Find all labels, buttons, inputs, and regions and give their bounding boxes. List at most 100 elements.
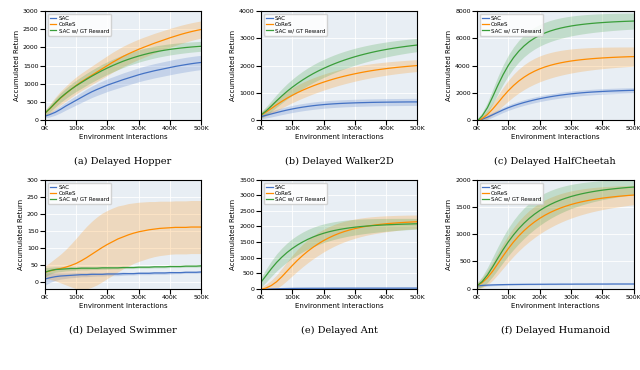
SAC w/ GT Reward (268, 266, 275, 271)
SAC (473, 284, 481, 288)
SAC (46, 112, 54, 117)
SAC (598, 89, 606, 94)
SAC (289, 286, 296, 290)
CoReS (150, 227, 158, 231)
CoReS (473, 284, 481, 288)
SAC w/ GT Reward (135, 54, 143, 58)
SAC (104, 83, 111, 87)
CoReS (562, 60, 570, 64)
SAC w/ GT Reward (499, 73, 507, 77)
SAC (372, 100, 380, 105)
X-axis label: Environment Interactions: Environment Interactions (79, 134, 168, 140)
SAC (51, 110, 59, 115)
CoReS (140, 229, 148, 233)
SAC (609, 282, 616, 286)
CoReS (598, 56, 606, 60)
SAC (372, 286, 380, 290)
SAC (567, 92, 575, 96)
SAC (56, 107, 64, 112)
CoReS (83, 76, 90, 81)
SAC w/ GT Reward (583, 22, 591, 26)
SAC w/ GT Reward (124, 265, 132, 270)
SAC w/ GT Reward (557, 198, 564, 202)
SAC w/ GT Reward (172, 264, 179, 269)
CoReS (145, 228, 153, 232)
SAC w/ GT Reward (372, 49, 380, 54)
SAC (320, 102, 328, 107)
SAC w/ GT Reward (273, 99, 280, 103)
SAC (625, 282, 632, 286)
SAC w/ GT Reward (109, 266, 116, 270)
SAC w/ GT Reward (156, 265, 163, 269)
SAC w/ GT Reward (382, 223, 390, 227)
SAC (494, 110, 502, 115)
SAC (620, 282, 627, 286)
SAC (262, 287, 270, 292)
CoReS (547, 210, 554, 215)
SAC (72, 98, 80, 102)
SAC (577, 282, 585, 286)
SAC w/ GT Reward (494, 256, 502, 260)
SAC (156, 271, 163, 275)
SAC w/ GT Reward (620, 186, 627, 190)
CoReS (525, 224, 533, 228)
SAC w/ GT Reward (299, 78, 307, 82)
CoReS (478, 116, 486, 121)
X-axis label: Environment Interactions: Environment Interactions (511, 134, 600, 140)
CoReS (330, 233, 338, 238)
SAC (150, 68, 158, 73)
CoReS (572, 201, 580, 205)
SAC (562, 282, 570, 286)
CoReS (104, 63, 111, 68)
CoReS (124, 233, 132, 237)
SAC (630, 282, 637, 286)
SAC (257, 114, 265, 119)
CoReS (299, 253, 307, 258)
SAC (77, 95, 85, 100)
X-axis label: Environment Interactions: Environment Interactions (295, 134, 383, 140)
SAC w/ GT Reward (614, 186, 622, 191)
SAC (294, 286, 301, 290)
CoReS (588, 198, 596, 202)
SAC w/ GT Reward (187, 264, 195, 268)
CoReS (577, 57, 585, 62)
SAC (346, 286, 353, 290)
SAC (93, 87, 101, 92)
SAC (67, 273, 75, 278)
SAC (557, 93, 564, 97)
SAC w/ GT Reward (604, 20, 611, 24)
SAC w/ GT Reward (182, 264, 189, 268)
SAC w/ GT Reward (377, 223, 385, 227)
SAC (525, 282, 533, 286)
SAC w/ GT Reward (547, 202, 554, 207)
SAC (382, 286, 390, 290)
SAC w/ GT Reward (367, 223, 374, 228)
CoReS (294, 90, 301, 95)
SAC (330, 286, 338, 290)
CoReS (536, 67, 543, 71)
SAC w/ GT Reward (88, 266, 95, 270)
SAC (182, 270, 189, 275)
SAC (67, 101, 75, 105)
SAC (330, 102, 338, 106)
SAC w/ GT Reward (509, 233, 517, 237)
CoReS (509, 240, 517, 244)
SAC (166, 65, 174, 70)
SAC (547, 282, 554, 286)
CoReS (398, 221, 406, 225)
SAC (547, 95, 554, 99)
SAC w/ GT Reward (294, 243, 301, 247)
Line: SAC w/ GT Reward: SAC w/ GT Reward (477, 187, 634, 286)
CoReS (114, 237, 122, 241)
CoReS (413, 219, 421, 224)
SAC w/ GT Reward (46, 106, 54, 111)
SAC (187, 270, 195, 275)
SAC w/ GT Reward (515, 49, 523, 53)
SAC (552, 282, 559, 286)
SAC w/ GT Reward (388, 46, 396, 51)
X-axis label: Environment Interactions: Environment Interactions (295, 303, 383, 309)
SAC w/ GT Reward (198, 263, 205, 268)
SAC w/ GT Reward (393, 222, 401, 226)
CoReS (340, 229, 348, 234)
SAC (304, 286, 312, 290)
